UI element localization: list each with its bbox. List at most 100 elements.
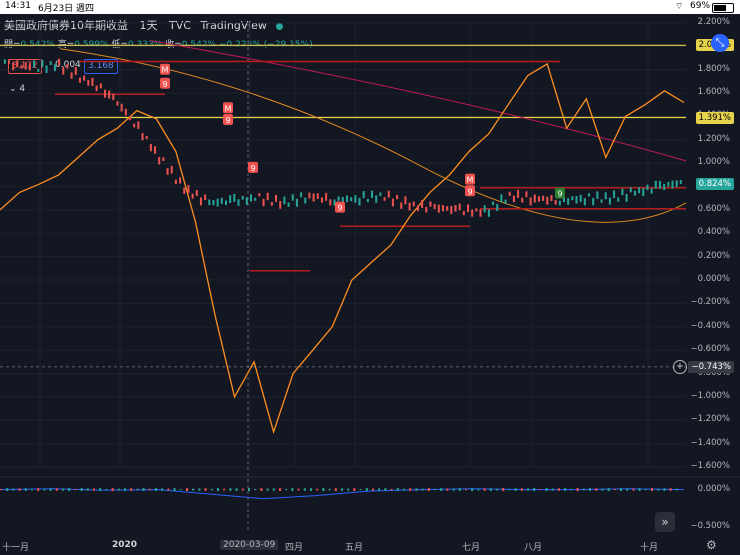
signal-marker (465, 185, 475, 197)
signal-marker (223, 102, 233, 114)
candle (124, 108, 127, 116)
candle (558, 200, 561, 206)
candle (204, 194, 207, 201)
oscillator-bar (669, 488, 672, 491)
oscillator-bar (452, 488, 455, 491)
oscillator-line (0, 488, 685, 500)
candle (120, 103, 123, 112)
oscillator-bar (248, 488, 250, 492)
indicators-toggle[interactable]: ⌄ 4 (6, 83, 28, 96)
symbol-title[interactable]: 美國政府債券10年期收益 (4, 19, 128, 32)
oscillator-bar (533, 488, 536, 492)
candle (512, 195, 515, 203)
buy-price-button[interactable]: 3.168 (84, 59, 118, 74)
candle (571, 196, 574, 201)
scroll-to-latest-icon[interactable]: » (655, 512, 675, 532)
oscillator-bar (328, 488, 331, 491)
interval[interactable]: 1天 (139, 19, 158, 32)
candle (70, 72, 73, 79)
oscillator-bar (0, 489, 2, 491)
oscillator-bar (527, 488, 529, 491)
candle (546, 196, 549, 205)
signal-marker (160, 77, 170, 89)
oscillator-bar (272, 488, 275, 491)
oscillator-bar (117, 488, 120, 491)
y-tick-label: −1.000% (690, 390, 730, 401)
candle (479, 209, 482, 217)
oscillator-bar (266, 488, 269, 491)
oscillator-bar (421, 488, 424, 491)
collapse-arrows-icon[interactable]: ⤡ (711, 34, 729, 52)
oscillator-bar (601, 488, 604, 491)
candle (279, 201, 282, 209)
candle (525, 191, 528, 198)
candle (341, 197, 344, 205)
oscillator-bar (539, 489, 542, 491)
candle (467, 204, 470, 213)
signal-marker (160, 63, 170, 75)
y-tick-label: 1.200% (697, 133, 730, 144)
oscillator-bar (316, 488, 319, 491)
y-tick-label: −0.600% (690, 344, 730, 355)
add-alert-icon[interactable]: + (673, 360, 687, 374)
candle (454, 204, 457, 212)
oscillator-y-tick-label: −0.500% (690, 521, 730, 532)
open-value: 0.542% (20, 40, 55, 50)
y-tick-label: 1.600% (697, 87, 730, 98)
oscillator-bar (551, 488, 554, 491)
oscillator-bar (322, 488, 325, 492)
oscillator-bar (570, 488, 573, 491)
candle (671, 180, 674, 189)
sell-price-button[interactable]: 3.172 (8, 59, 42, 74)
candle (258, 193, 261, 197)
status-time: 14:31 (5, 1, 31, 11)
candle (316, 193, 319, 199)
change-value: −0.223% (−29.15%) (219, 40, 313, 50)
candle (337, 196, 340, 201)
oscillator-bar (86, 488, 89, 491)
candle (233, 193, 236, 202)
close-value: 0.542% (181, 40, 217, 50)
candle (91, 77, 94, 86)
open-label: 開= (4, 40, 21, 50)
x-tick-label: 2020-03-09 (220, 540, 279, 550)
candle (663, 184, 666, 191)
candle (650, 188, 653, 194)
oscillator-bar (204, 488, 207, 491)
oscillator-bar (489, 488, 492, 491)
status-bar: 14:31 6月23日 週四 ⌔ 69% (0, 0, 740, 14)
candle (220, 197, 223, 204)
y-tick-label: 0.200% (697, 250, 730, 261)
candle (675, 180, 678, 187)
oscillator-bar (155, 488, 157, 491)
oscillator-bar (365, 488, 368, 492)
candle (383, 197, 386, 201)
oscillator-bar (68, 488, 71, 492)
oscillator-y-tick-label: 0.000% (697, 483, 730, 494)
candle (308, 192, 311, 199)
oscillator-bar (31, 488, 33, 491)
oscillator-bar (136, 488, 139, 491)
oscillator-bar (173, 488, 176, 492)
battery-percent: 69% (690, 1, 711, 11)
x-tick-label: 八月 (524, 543, 543, 553)
candle (625, 193, 628, 202)
candle (613, 190, 616, 199)
oscillator-bar (582, 488, 585, 491)
oscillator-bar (347, 488, 350, 491)
x-tick-label: 四月 (285, 543, 304, 553)
signal-marker (248, 161, 258, 173)
oscillator-bar (105, 488, 108, 491)
oscillator-bar (403, 488, 405, 491)
candle (350, 197, 353, 202)
y-tick-label: 2.200% (697, 17, 730, 27)
oscillator-bar (458, 488, 461, 491)
candle (391, 198, 394, 207)
candle (379, 192, 382, 197)
oscillator-bar (18, 488, 21, 491)
oscillator-bar (198, 488, 201, 491)
oscillator-bar (297, 488, 300, 491)
settings-gear-icon[interactable]: ⚙ (706, 538, 717, 552)
candle (99, 83, 102, 89)
